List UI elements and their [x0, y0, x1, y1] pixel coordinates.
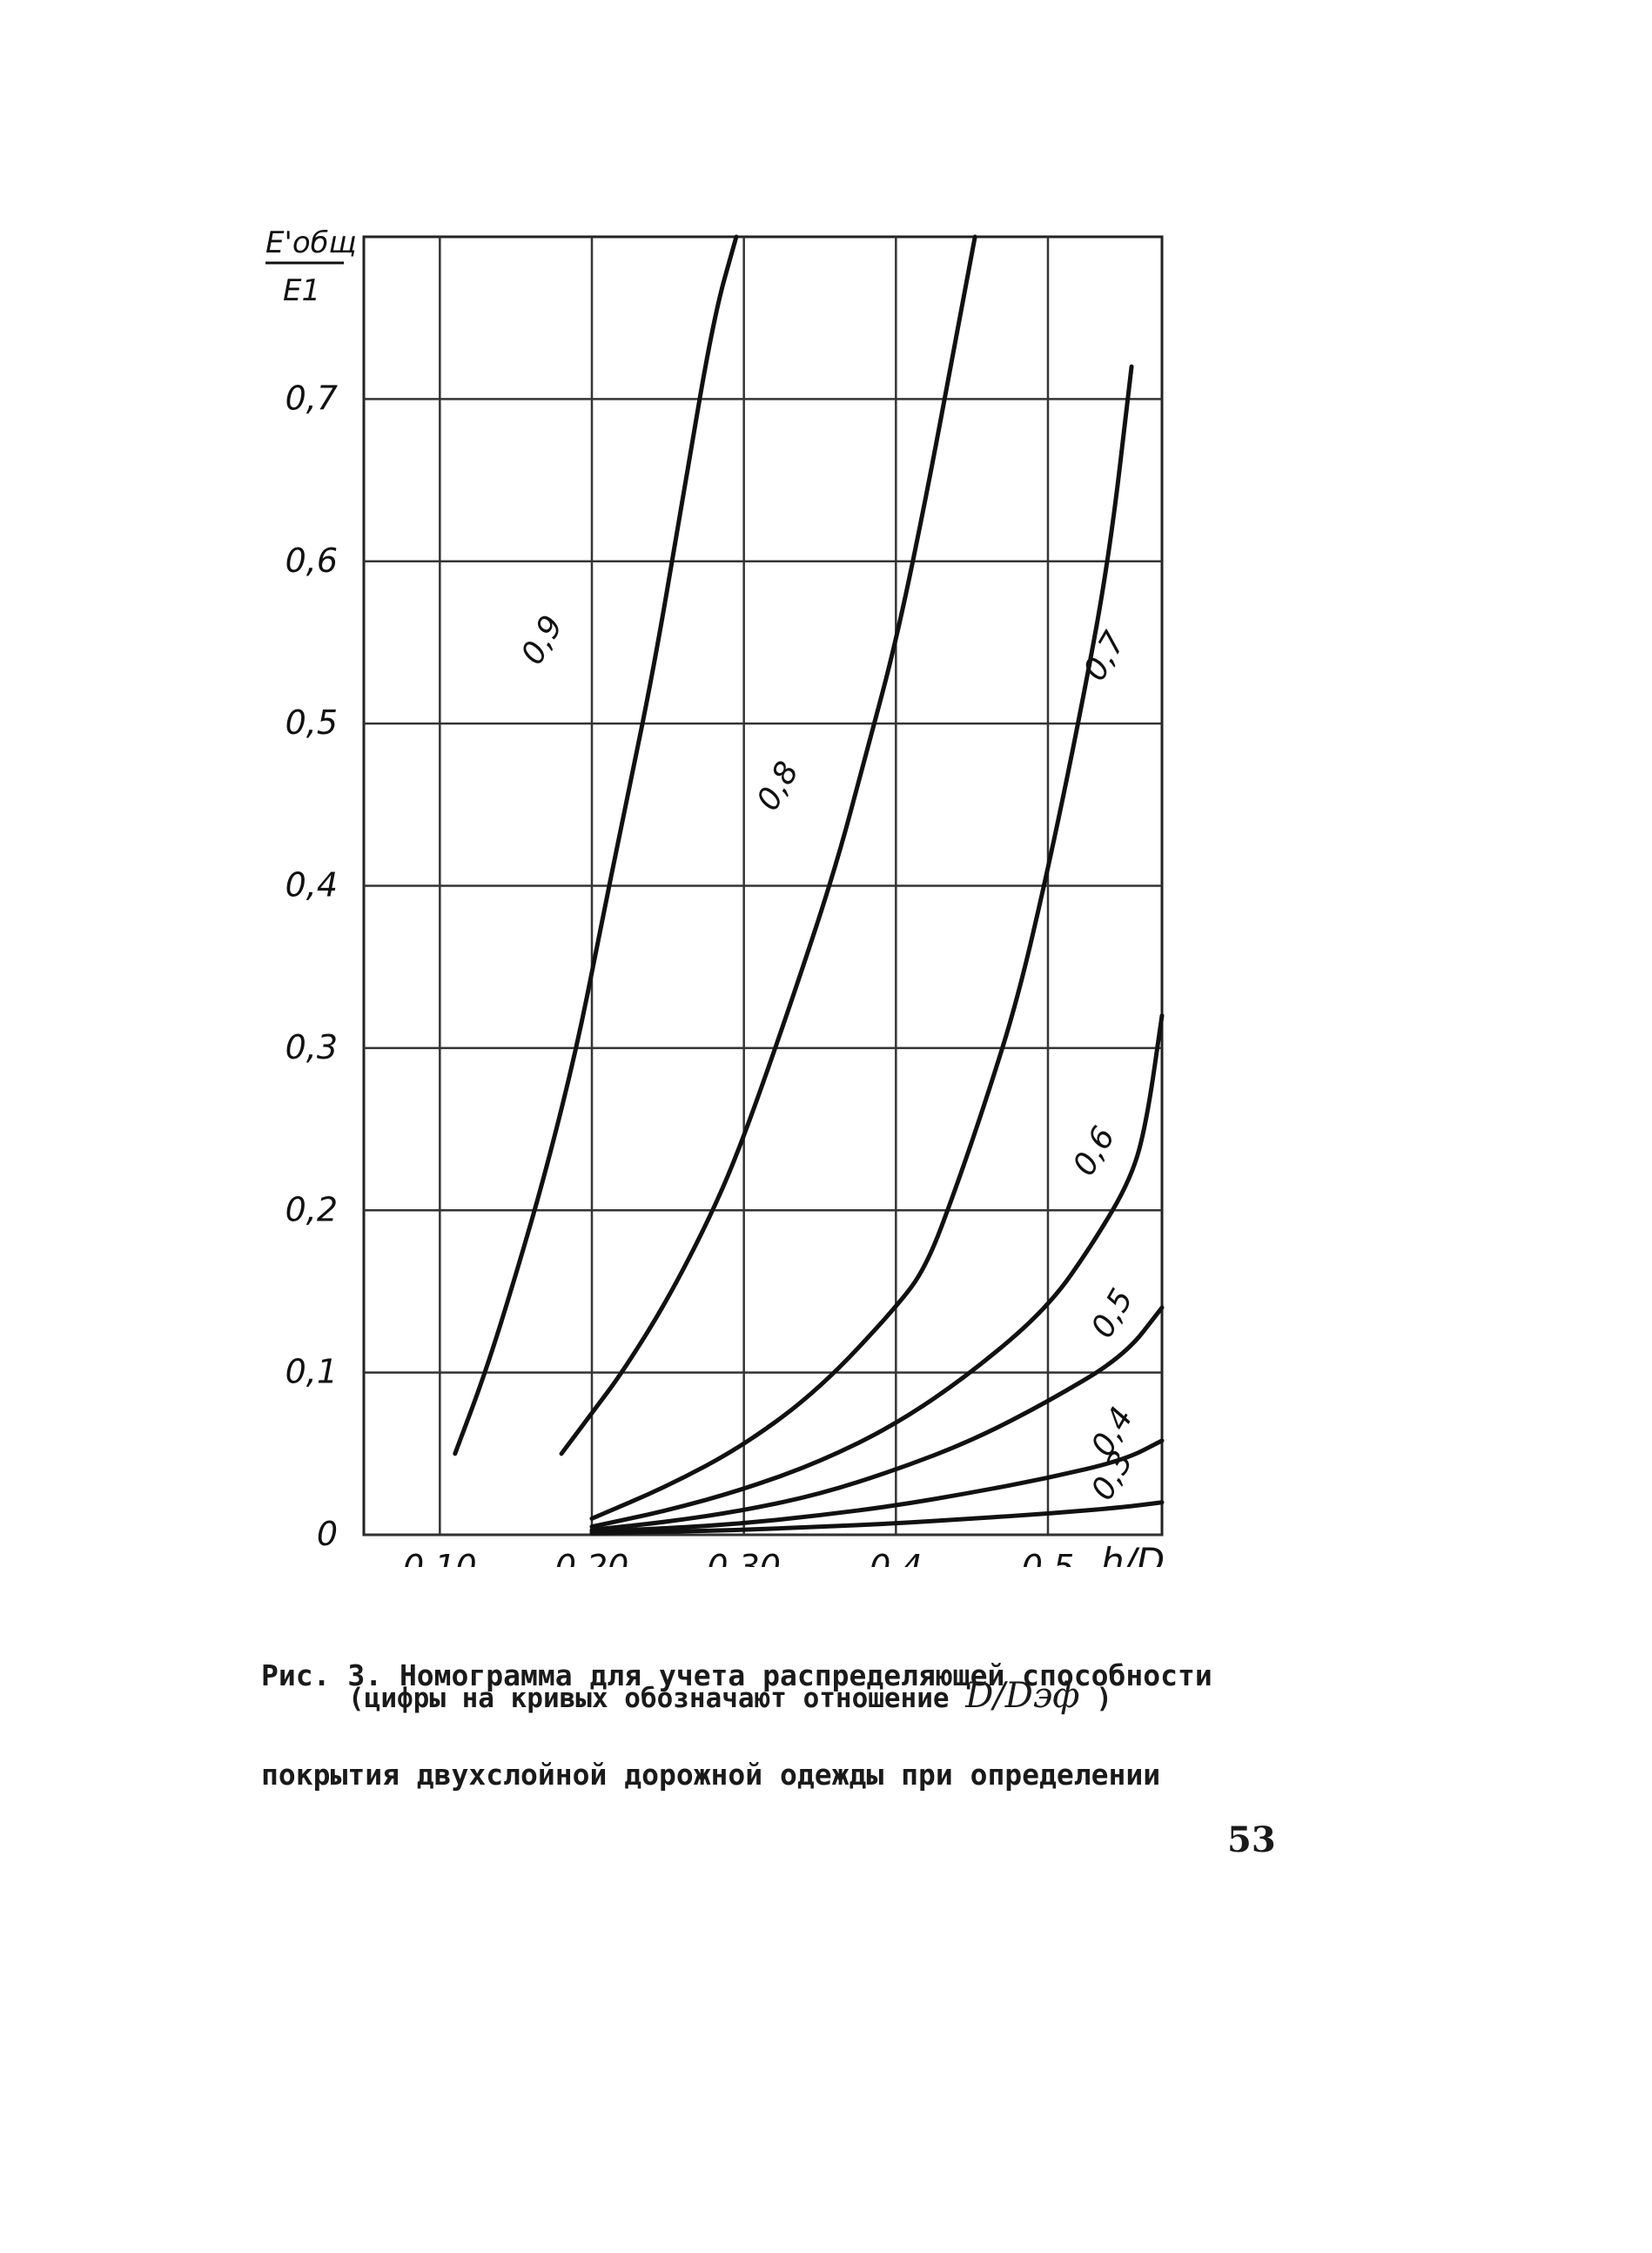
- y-tick-label: 0,2: [285, 1190, 338, 1228]
- y-tick-label: 0,1: [285, 1353, 338, 1391]
- x-tick-label: 0,4: [870, 1548, 922, 1567]
- curve-label: 0,6: [1066, 1120, 1122, 1181]
- caption-line-1: Рис. 3. Номограмма для учета распределяю…: [261, 1658, 1212, 1692]
- x-tick-label: 0,5: [1022, 1548, 1074, 1567]
- y-tick-label: 0,5: [285, 703, 338, 742]
- x-tick-label: 0,20: [555, 1548, 629, 1567]
- nomogram-chart: 00,10,20,30,40,50,60,7 0,10 0,20 0,30 0,4 0,…: [265, 225, 1165, 1567]
- y-axis-title-numerator: E'общ: [265, 225, 357, 260]
- caption-line-3-prefix: (цифры на кривых обозначают отношение: [348, 1683, 950, 1714]
- curve-label: 0,5: [1085, 1283, 1140, 1344]
- caption-ratio: D/Dэф: [965, 1676, 1080, 1716]
- y-tick-label: 0,4: [285, 866, 338, 905]
- caption-line-3-suffix: ): [1096, 1683, 1112, 1714]
- y-tick-label: 0,6: [285, 541, 338, 580]
- chart-grid: [362, 235, 1164, 1537]
- chart-curves: [453, 234, 1165, 1536]
- figure-caption: Рис. 3. Номограмма для учета распределяю…: [261, 1593, 1212, 1825]
- x-tick-labels: 0,10 0,20 0,30 0,4 0,5: [403, 1548, 1074, 1567]
- curve-label: 0,8: [750, 756, 806, 817]
- curve-line: [589, 1438, 1165, 1534]
- curve-line: [589, 364, 1134, 1521]
- y-tick-label: 0,7: [285, 379, 338, 417]
- page-number: 53: [1227, 1819, 1276, 1860]
- curve-label: 0,9: [514, 609, 570, 670]
- y-axis-title: E'общ E1: [265, 225, 357, 308]
- curve-line: [559, 234, 977, 1456]
- curve-line: [589, 1305, 1165, 1532]
- y-tick-label: 0: [317, 1515, 338, 1553]
- y-tick-labels: 0 0,1 0,2 0,3 0,4 0,5 0,6 0,7: [285, 379, 338, 1553]
- y-axis-title-denominator: E1: [283, 273, 320, 308]
- curve-line: [589, 1013, 1165, 1530]
- y-tick-label: 0,3: [285, 1028, 338, 1066]
- curve-line: [453, 234, 739, 1456]
- caption-line-3: (цифры на кривых обозначают отношение D/…: [348, 1676, 1112, 1716]
- caption-line-2: покрытия двухслойной дорожной одежды при…: [261, 1758, 1161, 1792]
- x-tick-label: 0,10: [403, 1548, 477, 1567]
- curve-line: [589, 1500, 1165, 1536]
- x-axis-title: h/D: [1101, 1540, 1165, 1567]
- x-tick-label: 0,30: [707, 1548, 781, 1567]
